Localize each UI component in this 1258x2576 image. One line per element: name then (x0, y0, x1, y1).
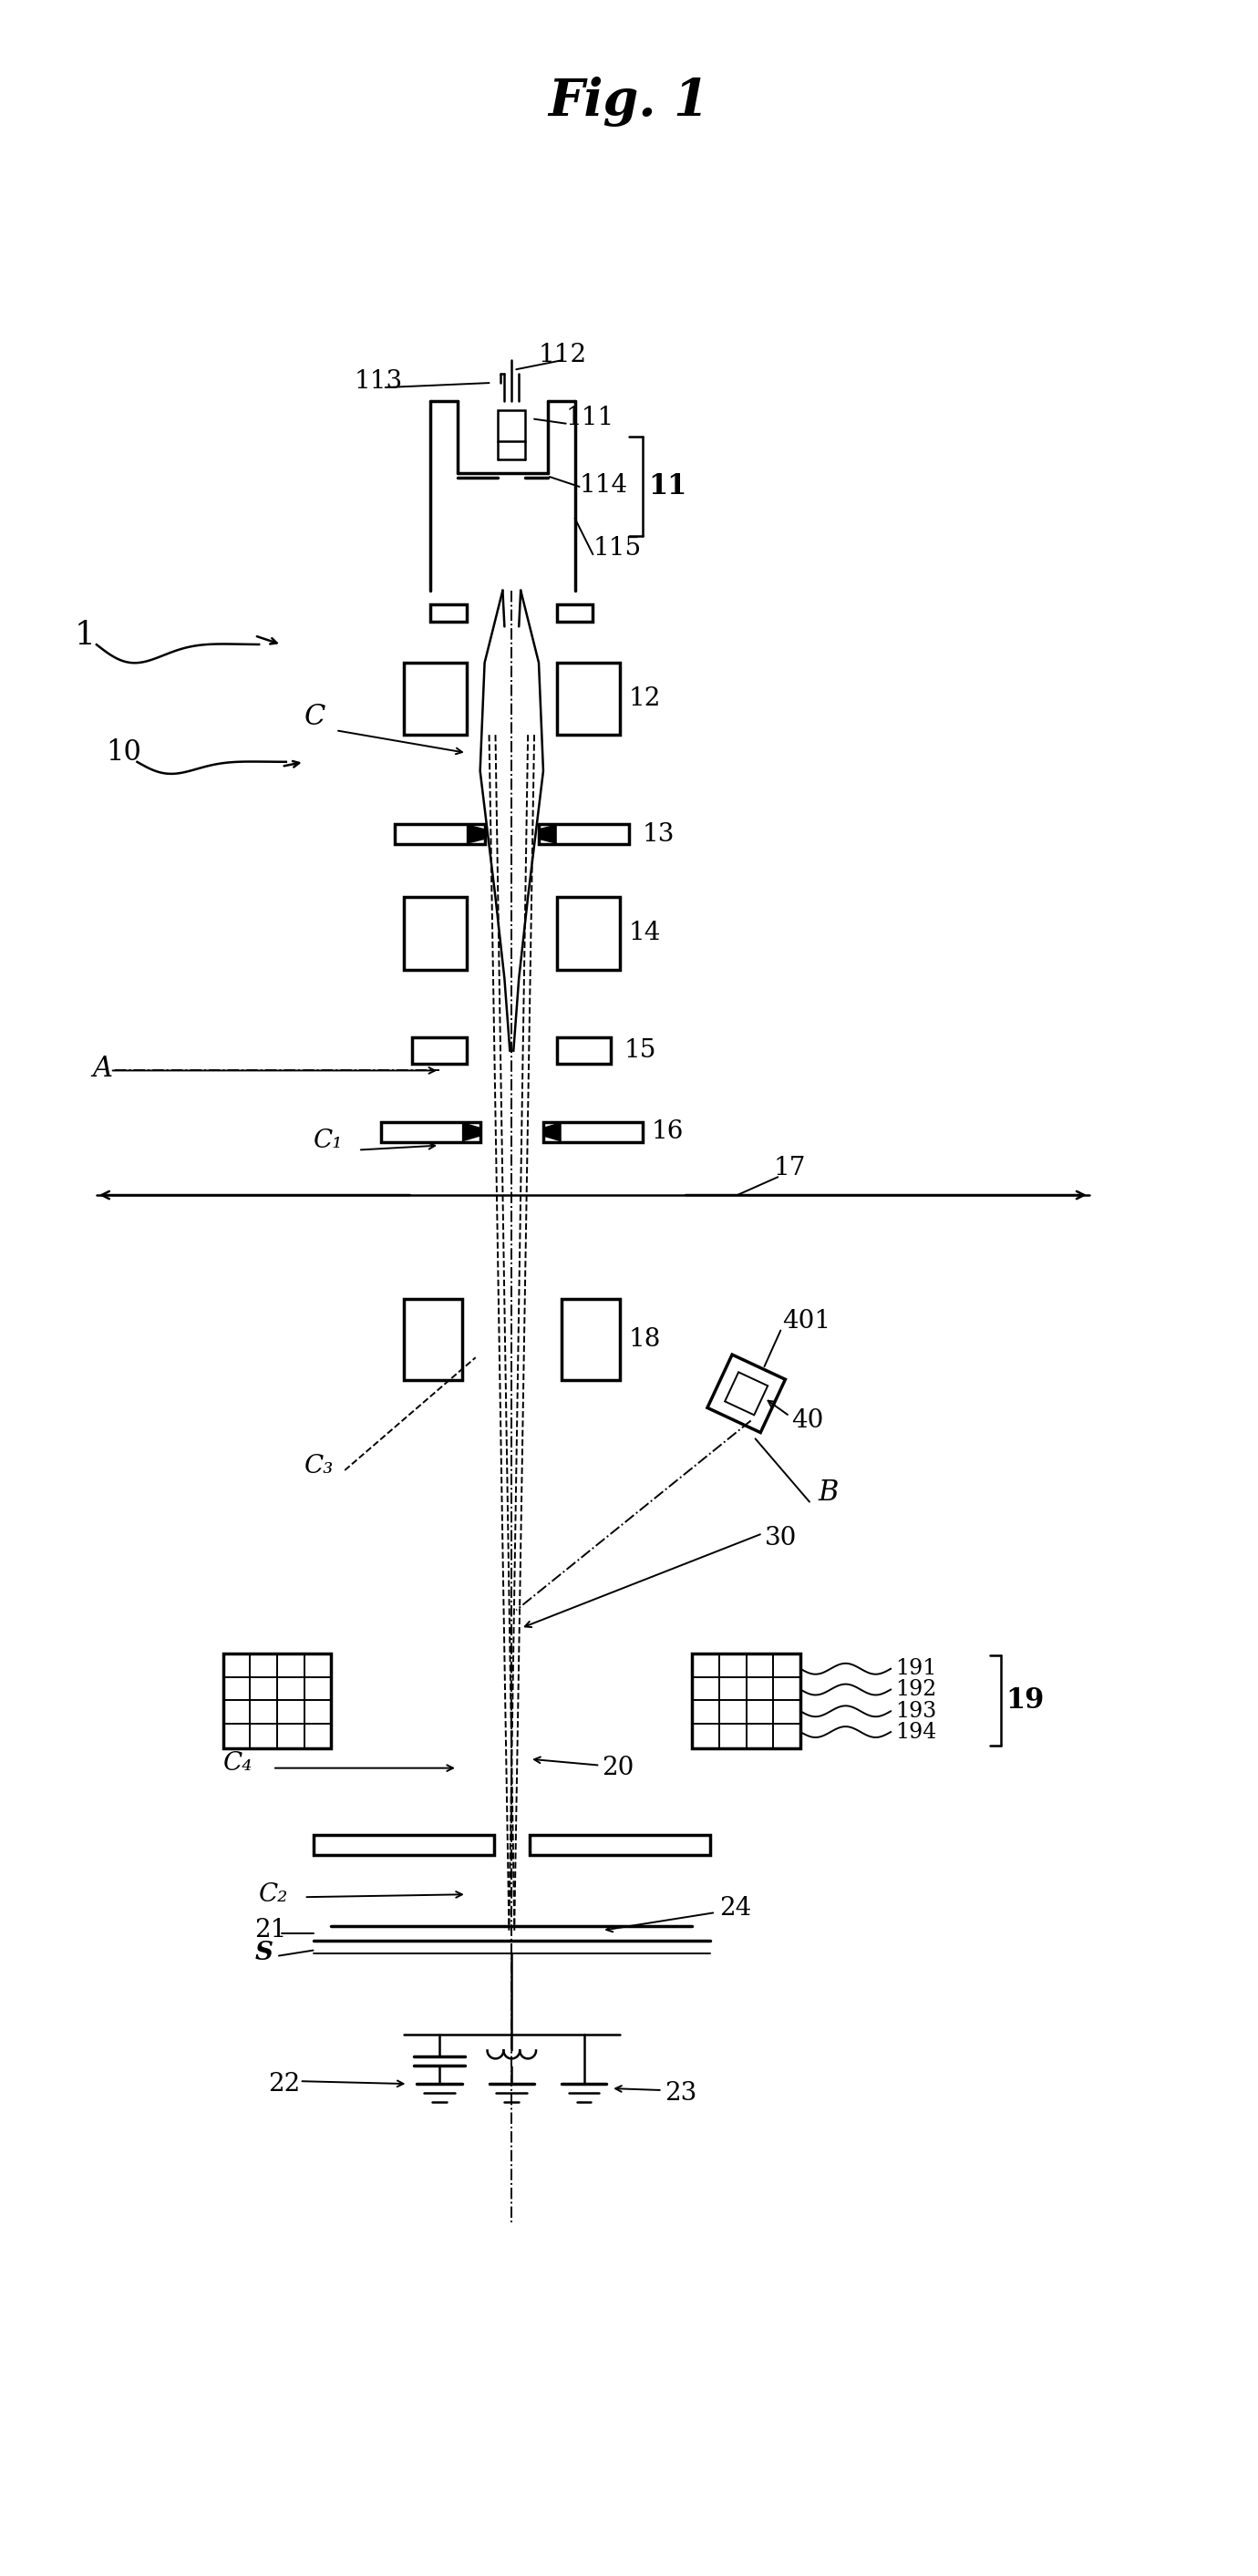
Text: 40: 40 (791, 1409, 824, 1432)
Bar (223, 1654, 331, 1749)
Polygon shape (538, 824, 557, 845)
Text: 16: 16 (652, 1121, 684, 1144)
Text: 30: 30 (765, 1525, 796, 1551)
Text: 111: 111 (566, 404, 614, 430)
Polygon shape (467, 824, 484, 845)
Bar (313, 1834, 493, 1855)
Bar (404, 1298, 462, 1381)
Bar (404, 896, 467, 969)
Text: C₃: C₃ (304, 1453, 333, 1479)
Text: C₁: C₁ (313, 1128, 342, 1154)
Bar (543, 1123, 643, 1141)
Text: A: A (92, 1054, 112, 1082)
Text: 14: 14 (629, 922, 662, 945)
Text: 15: 15 (624, 1038, 657, 1064)
Text: 17: 17 (774, 1157, 805, 1180)
Text: 1: 1 (74, 621, 94, 652)
Bar (557, 896, 620, 969)
Text: 23: 23 (665, 2081, 697, 2105)
Text: 113: 113 (353, 368, 403, 394)
Text: 114: 114 (580, 474, 628, 497)
Bar (413, 1038, 467, 1064)
Text: 115: 115 (593, 536, 642, 562)
Text: 21: 21 (254, 1919, 287, 1942)
Text: Fig. 1: Fig. 1 (548, 77, 710, 126)
Text: C: C (304, 703, 326, 732)
Text: 20: 20 (601, 1757, 634, 1780)
Bar (538, 824, 629, 845)
Text: 13: 13 (643, 822, 674, 848)
Bar (404, 662, 467, 734)
Text: 11: 11 (649, 471, 687, 500)
Bar (692, 1654, 800, 1749)
Text: 22: 22 (268, 2071, 301, 2097)
Text: 193: 193 (896, 1700, 936, 1721)
Bar (561, 1298, 620, 1381)
Text: C₄: C₄ (223, 1752, 253, 1775)
Bar (498, 410, 526, 440)
Bar (557, 603, 593, 621)
Bar (394, 824, 484, 845)
Text: 112: 112 (538, 343, 587, 366)
Polygon shape (543, 1123, 561, 1141)
Bar (430, 603, 467, 621)
Text: C₂: C₂ (259, 1883, 288, 1906)
Bar (557, 1038, 611, 1064)
Text: S: S (254, 1940, 273, 1965)
Text: 194: 194 (896, 1721, 936, 1741)
Text: 10: 10 (106, 739, 141, 768)
Text: 191: 191 (896, 1659, 936, 1680)
Text: 12: 12 (629, 685, 662, 711)
Bar (557, 662, 620, 734)
Text: 192: 192 (896, 1680, 936, 1700)
Text: 401: 401 (782, 1309, 830, 1334)
Bar (381, 1123, 481, 1141)
Text: 19: 19 (1006, 1687, 1044, 1716)
Text: 18: 18 (629, 1327, 662, 1352)
Text: 24: 24 (720, 1896, 751, 1919)
Polygon shape (462, 1123, 481, 1141)
Text: B: B (819, 1479, 839, 1507)
Bar (530, 1834, 711, 1855)
